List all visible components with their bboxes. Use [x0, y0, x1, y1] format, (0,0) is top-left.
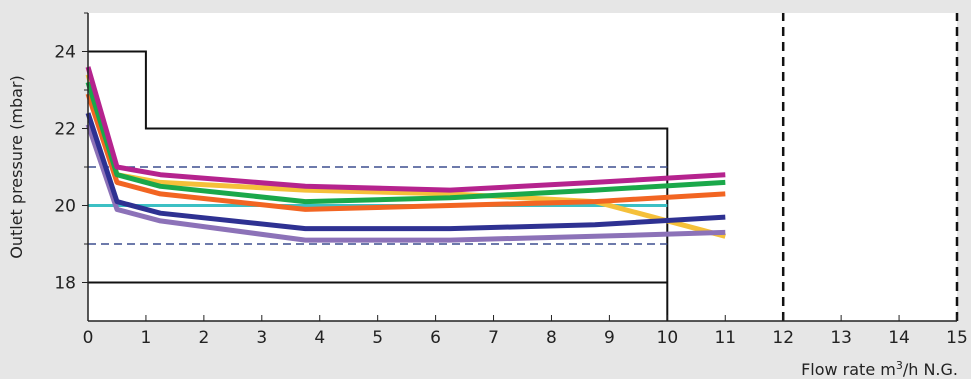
series-line-3	[85, 81, 726, 205]
x-tick-label: 3	[256, 328, 267, 348]
x-tick-label: 9	[604, 328, 615, 348]
reference-line-envelope-0	[88, 50, 669, 321]
x-tick-label: 12	[772, 328, 794, 348]
series-lines	[85, 66, 726, 243]
x-axis-title: Flow rate m3/h N.G.	[801, 359, 958, 379]
x-axis-title-sup: 3	[896, 359, 903, 372]
x-tick-label: 15	[946, 328, 968, 348]
series-line-4	[85, 66, 726, 193]
reference-lines	[88, 13, 959, 321]
x-axis-title-pre: Flow rate m	[801, 360, 896, 379]
x-tick-label: 2	[198, 328, 209, 348]
x-axis-title-post: /h N.G.	[903, 360, 958, 379]
series-line-2	[85, 93, 726, 212]
x-tick-label: 5	[372, 328, 383, 348]
y-tick-label: 24	[54, 43, 76, 63]
x-tick-label: 0	[83, 328, 94, 348]
series-line-6	[85, 112, 726, 232]
x-tick-label: 14	[888, 328, 910, 348]
x-tick-label: 6	[430, 328, 441, 348]
y-axis-title: Outlet pressure (mbar)	[7, 75, 26, 258]
x-tick-label: 1	[141, 328, 152, 348]
x-tick-label: 8	[546, 328, 557, 348]
y-tick-label: 20	[54, 197, 76, 217]
x-tick-label: 7	[488, 328, 499, 348]
x-tick-label: 11	[714, 328, 736, 348]
y-tick-label: 22	[54, 120, 76, 140]
series-line-5	[85, 123, 726, 243]
x-tick-label: 4	[314, 328, 325, 348]
axes	[82, 12, 958, 322]
x-tick-label: 10	[657, 328, 679, 348]
y-tick-label: 18	[54, 274, 76, 294]
x-tick-label: 13	[830, 328, 852, 348]
